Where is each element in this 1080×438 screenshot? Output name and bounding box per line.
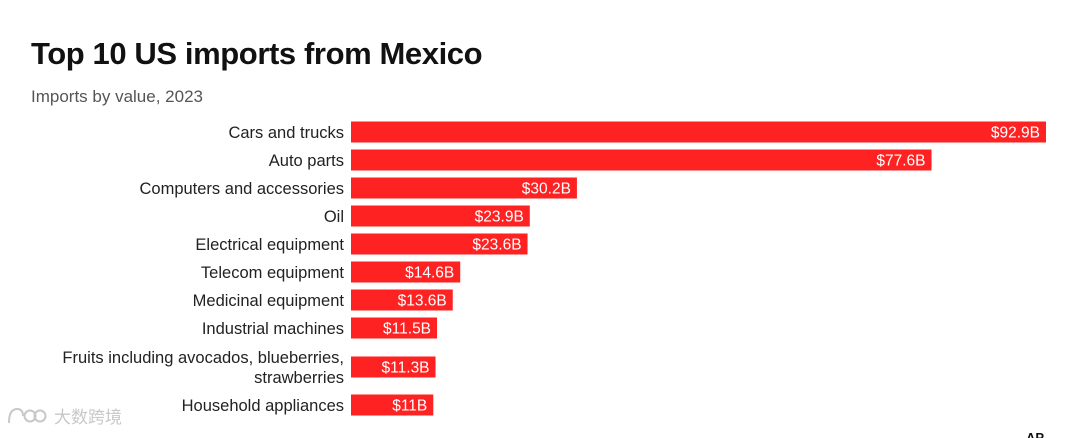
category-label-0: Cars and trucks [228,124,344,142]
bar-5 [351,261,461,283]
chart-title: Top 10 US imports from Mexico [31,36,483,71]
category-label-8-line-1: strawberries [254,369,344,387]
bar-1 [351,149,932,171]
value-label-7: $11.5B [383,321,431,338]
value-label-9: $11B [392,398,427,415]
category-label-4: Electrical equipment [195,236,344,254]
category-label-8-line-0: Fruits including avocados, blueberries, [62,349,344,367]
watermark: 大数跨境 [6,403,122,428]
category-label-5: Telecom equipment [201,264,344,282]
category-label-9: Household appliances [182,397,344,415]
bar-4 [351,233,528,255]
value-label-8: $11.3B [382,360,430,377]
value-label-2: $30.2B [522,181,571,198]
category-label-1: Auto parts [269,152,344,170]
value-label-5: $14.6B [405,265,454,282]
bar-3 [351,205,530,227]
bar-9 [351,394,434,416]
category-label-2: Computers and accessories [139,180,344,198]
category-label-3: Oil [324,208,344,226]
bar-2 [351,177,577,199]
bar-6 [351,289,453,311]
logo-loop-icon [6,405,48,427]
watermark-text: 大数跨境 [54,408,122,428]
bar-7 [351,317,438,339]
credit-mark: AP [1026,430,1045,438]
value-label-0: $92.9B [991,125,1040,142]
value-label-4: $23.6B [472,237,521,254]
category-label-7: Industrial machines [202,320,344,338]
category-label-6: Medicinal equipment [193,292,345,310]
bar-0 [351,121,1046,143]
value-label-6: $13.6B [398,293,447,310]
value-label-3: $23.9B [475,209,524,226]
value-label-1: $77.6B [876,153,925,170]
bar-8 [351,356,436,378]
chart-subtitle: Imports by value, 2023 [31,87,203,106]
